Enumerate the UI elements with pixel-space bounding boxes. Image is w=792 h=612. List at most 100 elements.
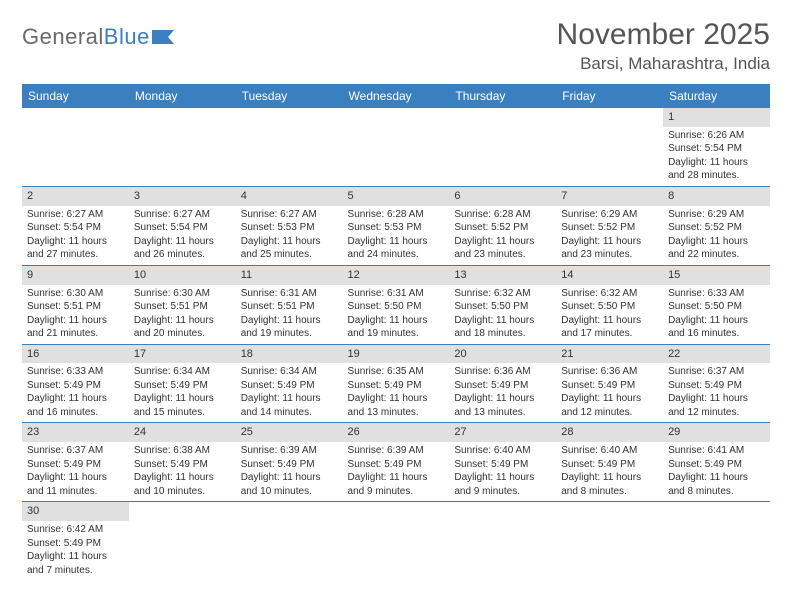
calendar-row: 30 Sunrise: 6:42 AM Sunset: 5:49 PM Dayli…	[22, 502, 770, 580]
day-cell: 26Sunrise: 6:39 AM Sunset: 5:49 PM Dayli…	[343, 423, 450, 502]
day-number: 2	[22, 187, 129, 206]
empty-cell	[236, 108, 343, 186]
calendar-row: 9 Sunrise: 6:30 AM Sunset: 5:51 PM Daylig…	[22, 265, 770, 344]
day-number: 9	[22, 266, 129, 285]
weekday-header: Sunday	[22, 84, 129, 108]
weekday-header: Monday	[129, 84, 236, 108]
day-details: Sunrise: 6:38 AM Sunset: 5:49 PM Dayligh…	[134, 444, 231, 498]
day-details: Sunrise: 6:29 AM Sunset: 5:52 PM Dayligh…	[668, 208, 765, 262]
day-details: Sunrise: 6:40 AM Sunset: 5:49 PM Dayligh…	[454, 444, 551, 498]
day-details: Sunrise: 6:35 AM Sunset: 5:49 PM Dayligh…	[348, 365, 445, 419]
day-cell: 12 Sunrise: 6:31 AM Sunset: 5:50 PM Dayli…	[343, 265, 450, 344]
weekday-header: Saturday	[663, 84, 770, 108]
page-header: GeneralBlue November 2025 Barsi, Maharas…	[22, 18, 770, 74]
day-cell: 13 Sunrise: 6:32 AM Sunset: 5:50 PM Dayli…	[449, 265, 556, 344]
day-number: 30	[22, 502, 129, 521]
day-number: 6	[449, 187, 556, 206]
calendar-row: 1Sunrise: 6:26 AM Sunset: 5:54 PM Daylig…	[22, 108, 770, 186]
day-cell: 20Sunrise: 6:36 AM Sunset: 5:49 PM Dayli…	[449, 344, 556, 423]
day-number: 14	[556, 266, 663, 285]
day-cell: 30 Sunrise: 6:42 AM Sunset: 5:49 PM Dayli…	[22, 502, 129, 580]
logo-text-2: Blue	[104, 24, 150, 50]
weekday-header: Thursday	[449, 84, 556, 108]
title-block: November 2025 Barsi, Maharashtra, India	[557, 18, 770, 74]
calendar-row: 2 Sunrise: 6:27 AM Sunset: 5:54 PM Daylig…	[22, 186, 770, 265]
day-details: Sunrise: 6:31 AM Sunset: 5:50 PM Dayligh…	[348, 287, 445, 341]
day-number: 4	[236, 187, 343, 206]
day-cell: 27 Sunrise: 6:40 AM Sunset: 5:49 PM Dayli…	[449, 423, 556, 502]
day-number: 27	[449, 423, 556, 442]
day-cell: 11 Sunrise: 6:31 AM Sunset: 5:51 PM Dayli…	[236, 265, 343, 344]
empty-cell	[343, 502, 450, 580]
day-cell: 2 Sunrise: 6:27 AM Sunset: 5:54 PM Daylig…	[22, 186, 129, 265]
day-number: 26	[343, 423, 450, 442]
day-cell: 17Sunrise: 6:34 AM Sunset: 5:49 PM Dayli…	[129, 344, 236, 423]
empty-cell	[129, 108, 236, 186]
day-details: Sunrise: 6:27 AM Sunset: 5:54 PM Dayligh…	[27, 208, 124, 262]
weekday-header-row: SundayMondayTuesdayWednesdayThursdayFrid…	[22, 84, 770, 108]
calendar-row: 16Sunrise: 6:33 AM Sunset: 5:49 PM Dayli…	[22, 344, 770, 423]
empty-cell	[343, 108, 450, 186]
day-details: Sunrise: 6:32 AM Sunset: 5:50 PM Dayligh…	[561, 287, 658, 341]
day-cell: 23Sunrise: 6:37 AM Sunset: 5:49 PM Dayli…	[22, 423, 129, 502]
day-number: 13	[449, 266, 556, 285]
day-details: Sunrise: 6:34 AM Sunset: 5:49 PM Dayligh…	[241, 365, 338, 419]
day-details: Sunrise: 6:40 AM Sunset: 5:49 PM Dayligh…	[561, 444, 658, 498]
day-cell: 29 Sunrise: 6:41 AM Sunset: 5:49 PM Dayli…	[663, 423, 770, 502]
day-number: 1	[663, 108, 770, 127]
day-details: Sunrise: 6:29 AM Sunset: 5:52 PM Dayligh…	[561, 208, 658, 262]
day-cell: 18Sunrise: 6:34 AM Sunset: 5:49 PM Dayli…	[236, 344, 343, 423]
day-cell: 28 Sunrise: 6:40 AM Sunset: 5:49 PM Dayli…	[556, 423, 663, 502]
day-number: 5	[343, 187, 450, 206]
weekday-header: Tuesday	[236, 84, 343, 108]
day-cell: 6Sunrise: 6:28 AM Sunset: 5:52 PM Daylig…	[449, 186, 556, 265]
day-cell: 16Sunrise: 6:33 AM Sunset: 5:49 PM Dayli…	[22, 344, 129, 423]
day-number: 8	[663, 187, 770, 206]
empty-cell	[663, 502, 770, 580]
day-details: Sunrise: 6:37 AM Sunset: 5:49 PM Dayligh…	[668, 365, 765, 419]
day-number: 23	[22, 423, 129, 442]
logo-text-1: General	[22, 24, 104, 50]
day-details: Sunrise: 6:30 AM Sunset: 5:51 PM Dayligh…	[134, 287, 231, 341]
day-details: Sunrise: 6:32 AM Sunset: 5:50 PM Dayligh…	[454, 287, 551, 341]
day-details: Sunrise: 6:42 AM Sunset: 5:49 PM Dayligh…	[27, 523, 124, 577]
month-title: November 2025	[557, 18, 770, 52]
day-number: 28	[556, 423, 663, 442]
day-cell: 10Sunrise: 6:30 AM Sunset: 5:51 PM Dayli…	[129, 265, 236, 344]
day-cell: 8 Sunrise: 6:29 AM Sunset: 5:52 PM Daylig…	[663, 186, 770, 265]
day-cell: 22Sunrise: 6:37 AM Sunset: 5:49 PM Dayli…	[663, 344, 770, 423]
day-cell: 14 Sunrise: 6:32 AM Sunset: 5:50 PM Dayli…	[556, 265, 663, 344]
day-cell: 1Sunrise: 6:26 AM Sunset: 5:54 PM Daylig…	[663, 108, 770, 186]
day-details: Sunrise: 6:36 AM Sunset: 5:49 PM Dayligh…	[561, 365, 658, 419]
logo-flag-icon	[152, 28, 178, 46]
empty-cell	[449, 502, 556, 580]
location: Barsi, Maharashtra, India	[557, 54, 770, 74]
day-details: Sunrise: 6:28 AM Sunset: 5:53 PM Dayligh…	[348, 208, 445, 262]
calendar-table: SundayMondayTuesdayWednesdayThursdayFrid…	[22, 84, 770, 580]
day-cell: 4Sunrise: 6:27 AM Sunset: 5:53 PM Daylig…	[236, 186, 343, 265]
weekday-header: Wednesday	[343, 84, 450, 108]
day-cell: 25Sunrise: 6:39 AM Sunset: 5:49 PM Dayli…	[236, 423, 343, 502]
day-cell: 19Sunrise: 6:35 AM Sunset: 5:49 PM Dayli…	[343, 344, 450, 423]
day-number: 12	[343, 266, 450, 285]
day-details: Sunrise: 6:33 AM Sunset: 5:49 PM Dayligh…	[27, 365, 124, 419]
empty-cell	[556, 502, 663, 580]
empty-cell	[236, 502, 343, 580]
empty-cell	[556, 108, 663, 186]
day-cell: 9 Sunrise: 6:30 AM Sunset: 5:51 PM Daylig…	[22, 265, 129, 344]
calendar-row: 23Sunrise: 6:37 AM Sunset: 5:49 PM Dayli…	[22, 423, 770, 502]
day-number: 11	[236, 266, 343, 285]
day-details: Sunrise: 6:34 AM Sunset: 5:49 PM Dayligh…	[134, 365, 231, 419]
day-details: Sunrise: 6:31 AM Sunset: 5:51 PM Dayligh…	[241, 287, 338, 341]
day-number: 7	[556, 187, 663, 206]
day-cell: 24Sunrise: 6:38 AM Sunset: 5:49 PM Dayli…	[129, 423, 236, 502]
day-number: 15	[663, 266, 770, 285]
empty-cell	[449, 108, 556, 186]
day-number: 29	[663, 423, 770, 442]
day-details: Sunrise: 6:30 AM Sunset: 5:51 PM Dayligh…	[27, 287, 124, 341]
day-details: Sunrise: 6:36 AM Sunset: 5:49 PM Dayligh…	[454, 365, 551, 419]
day-details: Sunrise: 6:41 AM Sunset: 5:49 PM Dayligh…	[668, 444, 765, 498]
day-cell: 15Sunrise: 6:33 AM Sunset: 5:50 PM Dayli…	[663, 265, 770, 344]
weekday-header: Friday	[556, 84, 663, 108]
day-number: 17	[129, 345, 236, 364]
